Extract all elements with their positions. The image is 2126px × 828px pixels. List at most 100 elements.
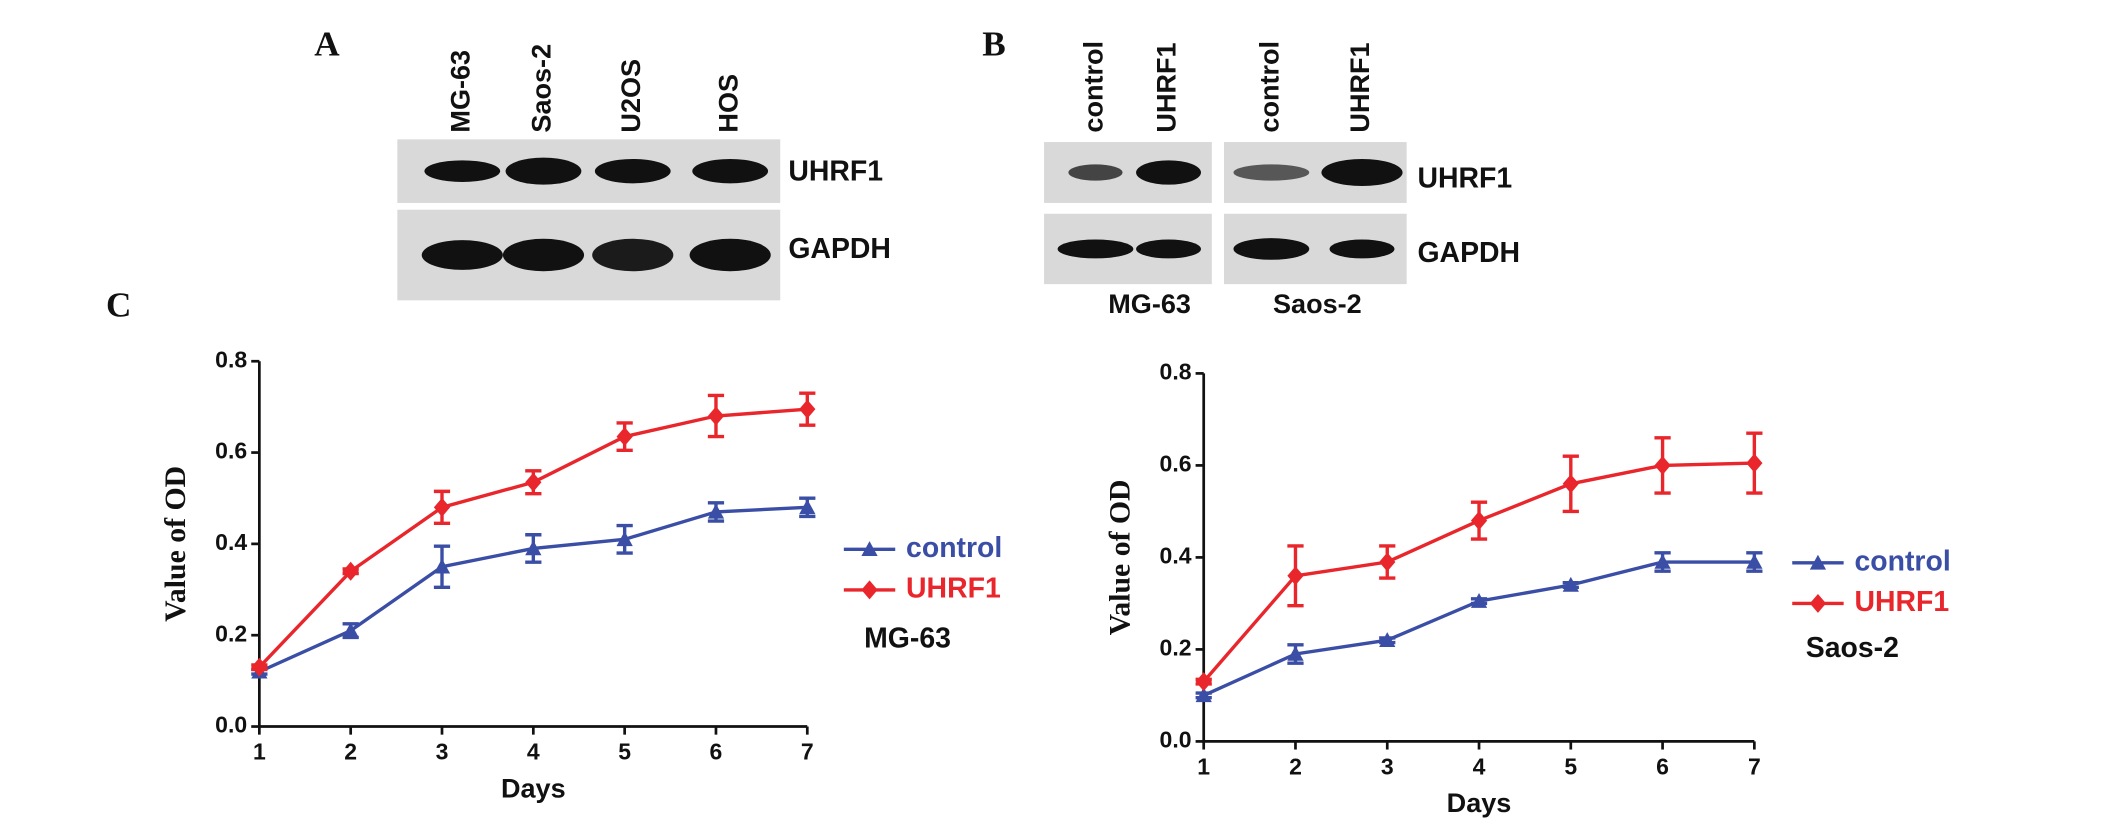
blot-band: [594, 158, 671, 184]
y-tick-label: 0.8: [1160, 358, 1192, 384]
x-tick-label: 4: [1473, 754, 1486, 780]
legend-label: UHRF1: [1854, 586, 1949, 618]
data-point: [707, 503, 725, 519]
x-tick-label: 3: [436, 739, 449, 765]
data-point: [1746, 553, 1763, 569]
data-point: [1195, 672, 1212, 692]
y-tick-label: 0.2: [1160, 634, 1192, 660]
data-point: [799, 399, 816, 419]
y-tick-label: 0.4: [215, 529, 247, 555]
x-tick-label: 5: [1564, 754, 1577, 780]
x-tick-label: 4: [527, 739, 540, 765]
blot-band: [689, 238, 771, 272]
lane-label: UHRF1: [1345, 42, 1375, 132]
y-tick-label: 0.0: [215, 712, 247, 738]
legend-marker: [861, 541, 878, 557]
blot-band: [502, 238, 585, 272]
protein-label: UHRF1: [1417, 162, 1512, 194]
legend-marker: [1809, 554, 1827, 570]
x-tick-label: 7: [1748, 754, 1761, 780]
x-tick-label: 1: [253, 739, 266, 765]
panel-label: C: [106, 286, 131, 325]
lane-label: control: [1079, 41, 1109, 133]
legend-label: control: [906, 532, 1002, 564]
group-label: Saos-2: [1273, 289, 1362, 319]
x-tick-label: 2: [1289, 754, 1302, 780]
x-axis-label: Days: [501, 773, 566, 803]
series-line: [258, 505, 808, 674]
legend-label: control: [1854, 545, 1950, 577]
blot-band: [1068, 164, 1123, 181]
y-tick-label: 0.8: [215, 346, 247, 372]
panel-label: B: [982, 24, 1005, 63]
protein-label: GAPDH: [788, 233, 891, 265]
legend-marker: [861, 580, 878, 600]
x-tick-label: 1: [1197, 754, 1210, 780]
blot-band: [424, 160, 501, 182]
x-tick-label: 3: [1381, 754, 1394, 780]
y-tick-label: 0.2: [215, 620, 247, 646]
data-point: [1379, 632, 1396, 647]
blot-band: [1321, 158, 1403, 187]
data-point: [1287, 645, 1304, 661]
data-point: [1470, 511, 1488, 531]
x-tick-label: 7: [801, 739, 814, 765]
blot-band: [1136, 160, 1201, 185]
blot-band: [505, 157, 582, 185]
annotation: Saos-2: [1806, 632, 1899, 664]
data-point: [799, 499, 816, 515]
data-point: [342, 561, 359, 581]
lane-label: U2OS: [616, 59, 646, 133]
legend-marker: [1809, 593, 1827, 613]
lane-label: UHRF1: [1152, 42, 1182, 132]
protein-label: GAPDH: [1417, 237, 1520, 269]
blot-band: [592, 238, 674, 272]
blot-band: [1136, 239, 1201, 259]
y-tick-label: 0.6: [215, 438, 247, 464]
y-tick-label: 0.4: [1160, 542, 1192, 568]
blot-band: [421, 240, 503, 270]
data-point: [1195, 687, 1212, 703]
y-axis-label: Value of OD: [159, 466, 192, 622]
x-tick-label: 6: [1656, 754, 1669, 780]
y-tick-label: 0.0: [1160, 726, 1192, 752]
data-point: [707, 406, 725, 426]
x-tick-label: 5: [618, 739, 631, 765]
data-point: [1654, 455, 1671, 475]
data-point: [525, 472, 542, 492]
x-axis-label: Days: [1447, 788, 1512, 818]
data-point: [1379, 552, 1396, 572]
data-point: [433, 558, 451, 574]
blot-band: [1057, 239, 1134, 259]
data-point: [1470, 592, 1488, 608]
legend-label: UHRF1: [906, 572, 1001, 604]
data-point: [616, 531, 633, 547]
protein-label: UHRF1: [788, 156, 883, 188]
blot-band: [1233, 164, 1310, 181]
x-tick-label: 6: [710, 739, 723, 765]
data-point: [525, 540, 542, 556]
data-point: [1287, 566, 1304, 586]
blot-band: [692, 158, 769, 184]
lane-label: MG-63: [445, 50, 475, 133]
data-point: [433, 497, 451, 517]
y-tick-label: 0.6: [1160, 450, 1192, 476]
data-point: [1746, 453, 1763, 473]
lane-label: control: [1254, 41, 1284, 133]
series-line: [1203, 560, 1755, 697]
data-point: [342, 622, 359, 638]
data-point: [1654, 553, 1671, 569]
blot-band: [1233, 238, 1310, 260]
group-label: MG-63: [1108, 289, 1191, 319]
data-point: [616, 427, 633, 447]
lane-label: HOS: [713, 74, 743, 133]
annotation: MG-63: [864, 622, 951, 654]
data-point: [1562, 474, 1579, 494]
y-axis-label: Value of OD: [1103, 479, 1136, 635]
x-tick-label: 2: [344, 739, 357, 765]
blot-band: [1329, 239, 1395, 259]
data-point: [251, 657, 268, 677]
panel-label: A: [314, 24, 340, 63]
data-point: [1562, 576, 1579, 592]
